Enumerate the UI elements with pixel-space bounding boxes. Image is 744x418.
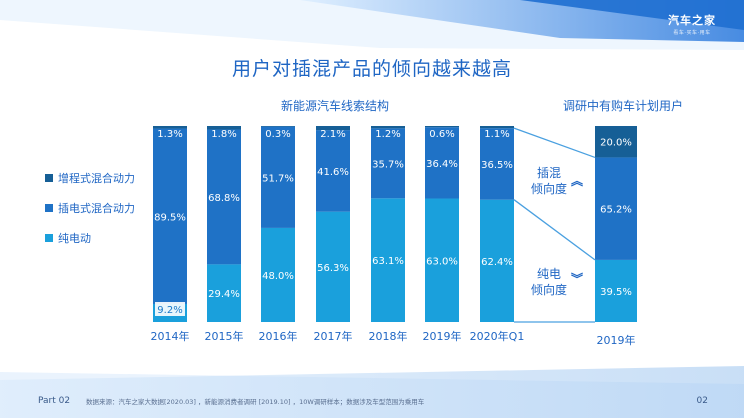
legend-swatch-bev (45, 234, 53, 242)
legend-label-erev: 增程式混合动力 (58, 172, 135, 185)
data-label-bev: 29.4% (208, 289, 240, 300)
bar-segment-phev-2 (261, 126, 295, 228)
footer-page-number: 02 (696, 396, 708, 406)
bar-segment-phev-3 (316, 130, 350, 212)
double-chevron-down-icon: ︾ (571, 272, 584, 286)
x-tick-label: 2017年 (314, 329, 353, 343)
legend-swatch-erev (45, 174, 53, 182)
bar-segment-bev-1 (207, 264, 241, 322)
bar-segment-phev-5 (425, 127, 459, 199)
data-label-bev: 56.3% (317, 263, 349, 274)
data-label-phev: 41.6% (317, 167, 349, 178)
logo-subtext: 看车·买车·用车 (673, 30, 711, 36)
right-x-tick-label: 2019年 (597, 333, 636, 347)
bev-tendency-label: 纯电 倾向度 (530, 267, 567, 297)
data-label-bev: 62.4% (481, 257, 513, 268)
bar-segment-bev-2 (261, 227, 295, 322)
bar-segment-erev-6 (480, 126, 514, 129)
data-label-bev: 48.0% (262, 271, 294, 282)
right-bar-segment-erev (595, 126, 637, 158)
legend-item-bev: 纯电动 (45, 231, 135, 245)
left-chart-subtitle: 新能源汽车线索结构 (280, 99, 389, 113)
right-bar-segment-phev (595, 157, 637, 260)
data-label-erev: 0.3% (265, 129, 290, 140)
brand-logo: 汽车之家 看车·买车·用车 (668, 12, 716, 36)
right-data-label-erev: 20.0% (600, 138, 632, 149)
bar-segment-erev-1 (207, 126, 241, 130)
data-label-phev: 36.4% (426, 159, 458, 170)
data-label-erev: 1.8% (211, 129, 236, 140)
data-label-phev: 36.5% (481, 160, 513, 171)
data-label-phev: 89.5% (154, 212, 186, 223)
connector-line-bev-top (513, 199, 596, 261)
right-data-label-phev: 65.2% (600, 205, 632, 216)
data-label-bg (155, 302, 185, 316)
data-label-bev: 63.1% (372, 256, 404, 267)
x-tick-label: 2020年Q1 (470, 329, 525, 343)
bar-segment-erev-3 (316, 126, 350, 131)
right-chart-subtitle: 调研中有购车计划用户 (562, 99, 683, 113)
legend-label-phev: 插电式混合动力 (58, 202, 135, 215)
x-tick-label: 2019年 (423, 329, 462, 343)
legend-swatch-phev (45, 204, 53, 212)
connector-line-phev-top (513, 127, 596, 159)
bar-segment-phev-1 (207, 129, 241, 265)
footer-part-label: Part 02 (38, 396, 71, 406)
bar-segment-phev-0 (153, 128, 187, 304)
data-label-erev: 1.2% (375, 129, 400, 140)
bar-segment-bev-4 (371, 198, 405, 322)
x-tick-label: 2016年 (259, 329, 298, 343)
bar-segment-phev-6 (480, 128, 514, 200)
footer-source-note: 数据来源：汽车之家大数据[2020.03] ，新能源消费者调研 [2019.10… (86, 398, 425, 406)
data-label-phev: 35.7% (372, 159, 404, 170)
data-label-bev: 9.2% (157, 305, 182, 316)
x-tick-label: 2015年 (205, 329, 244, 343)
bar-segment-bev-3 (316, 211, 350, 322)
bar-segment-erev-0 (153, 126, 187, 129)
phev-tendency-label: 插混 倾向度 (530, 166, 567, 196)
right-bar-segment-bev (595, 259, 637, 322)
x-tick-label: 2014年 (151, 329, 190, 343)
data-label-erev: 0.6% (429, 129, 454, 140)
logo-text: 汽车之家 (668, 14, 716, 27)
bar-segment-bev-5 (425, 198, 459, 322)
double-chevron-up-icon: ︽ (571, 174, 584, 188)
legend-label-bev: 纯电动 (58, 232, 91, 245)
legend-item-phev: 插电式混合动力 (45, 201, 135, 215)
right-data-label-bev: 39.5% (600, 287, 632, 298)
legend-item-erev: 增程式混合动力 (45, 171, 135, 185)
bar-segment-erev-4 (371, 126, 405, 129)
data-label-erev: 1.1% (484, 129, 509, 140)
page-title: 用户对插混产品的倾向越来越高 (231, 58, 512, 80)
bar-segment-erev-2 (261, 126, 295, 127)
bar-segment-erev-5 (425, 126, 459, 128)
data-label-erev: 1.3% (157, 129, 182, 140)
chart-legend: 增程式混合动力 插电式混合动力 纯电动 (45, 171, 135, 261)
data-label-phev: 51.7% (262, 173, 294, 184)
data-label-bev: 63.0% (426, 256, 458, 267)
x-tick-label: 2018年 (369, 329, 408, 343)
bar-segment-phev-4 (371, 128, 405, 199)
bar-segment-bev-6 (480, 199, 514, 322)
data-label-erev: 2.1% (320, 129, 345, 140)
data-label-phev: 68.8% (208, 193, 240, 204)
